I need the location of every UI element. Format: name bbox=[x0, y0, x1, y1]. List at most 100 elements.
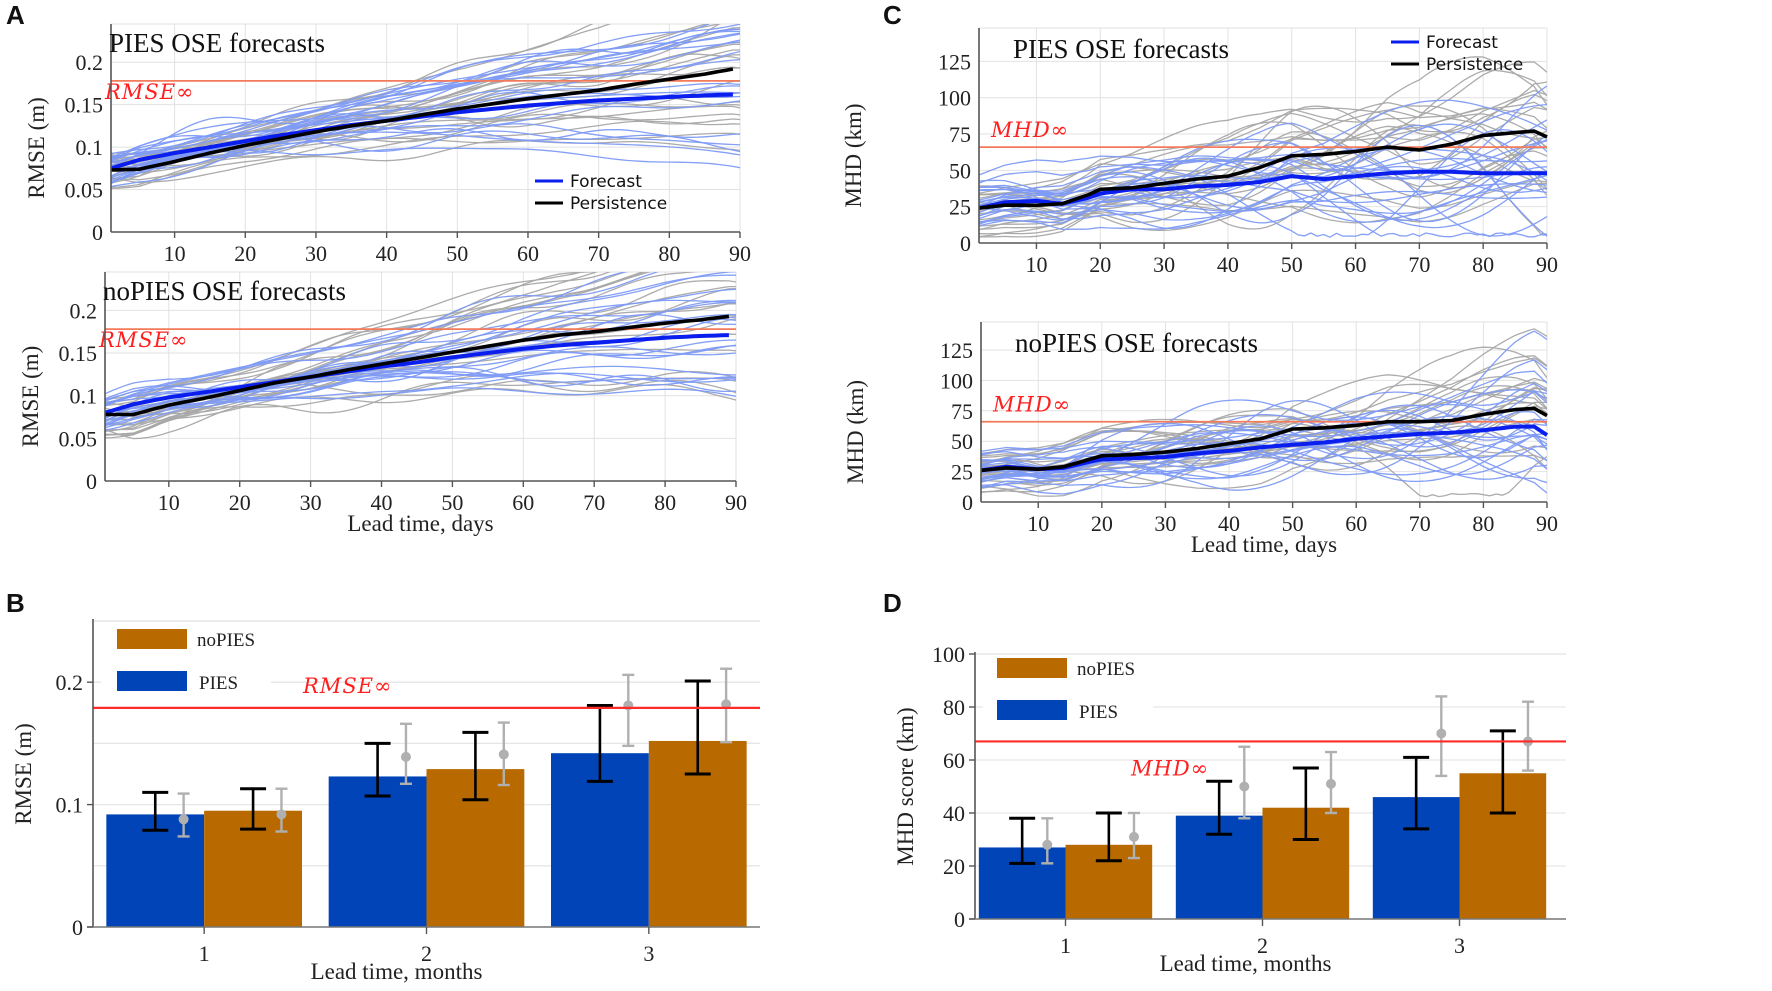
forecast-member-line bbox=[979, 165, 1547, 210]
forecast-member-line bbox=[979, 128, 1547, 238]
forecast-member-line bbox=[979, 178, 1547, 204]
persistence-member-line bbox=[979, 81, 1547, 199]
panel-letter-c: C bbox=[883, 0, 902, 30]
x-tick-label: 90 bbox=[1536, 511, 1558, 536]
chart-b: noPIES PIES RMSE∞ 0 0.1 0.2 1 2 3 RMSE (m) Lead ti… bbox=[11, 619, 760, 984]
y-tick-label: 100 bbox=[938, 86, 971, 111]
forecast-member-line bbox=[111, 82, 740, 162]
y-tick-label: 0 bbox=[960, 231, 971, 256]
chart-c-top: MHD∞ 10 20 30 40 50 60 70 80 90 0 25 50 75 100 125 MHD (… bbox=[841, 27, 1558, 277]
persistence-member-line bbox=[981, 401, 1547, 472]
panel-letter-b: B bbox=[6, 588, 25, 618]
chart-a-top: RMSE∞ 10 20 30 40 50 60 70 80 90 0 0.05 0.1 0.15 0.2 RM… bbox=[24, 23, 751, 266]
x-tick-label: 3 bbox=[643, 941, 654, 966]
persistence-member-line bbox=[105, 383, 736, 426]
y-tick-label: 0.15 bbox=[65, 93, 104, 118]
plot-title: PIES OSE forecasts bbox=[109, 28, 325, 58]
x-tick-label: 50 bbox=[441, 490, 463, 515]
x-tick-label: 2 bbox=[421, 941, 432, 966]
forecast-member-line bbox=[105, 387, 736, 427]
legend-label-pies: PIES bbox=[1079, 702, 1118, 723]
x-tick-label: 20 bbox=[1089, 252, 1111, 277]
persistence-mean-line bbox=[978, 129, 1548, 210]
y-tick-label: 0.15 bbox=[59, 341, 98, 366]
y-tick-label: 125 bbox=[940, 338, 973, 363]
x-tick-label: 70 bbox=[583, 490, 605, 515]
x-tick-label: 30 bbox=[300, 490, 322, 515]
x-tick-label: 60 bbox=[1345, 252, 1367, 277]
x-tick-label: 3 bbox=[1454, 933, 1465, 958]
forecast-member-line bbox=[979, 85, 1547, 205]
y-axis-label: MHD (km) bbox=[841, 103, 866, 207]
forecast-member-line bbox=[981, 434, 1547, 478]
x-tick-label: 30 bbox=[305, 241, 327, 266]
forecast-member-line bbox=[981, 370, 1547, 456]
forecast-member-line bbox=[111, 24, 711, 155]
legend-label-persistence: Persistence bbox=[570, 194, 667, 214]
saturation-label: RMSE∞ bbox=[302, 674, 393, 698]
persistence-member-line bbox=[979, 61, 1547, 196]
y-tick-label: 100 bbox=[940, 368, 973, 393]
x-tick-label: 30 bbox=[1154, 511, 1176, 536]
x-tick-label: 80 bbox=[1472, 252, 1494, 277]
persistence-member-line bbox=[111, 139, 740, 184]
y-tick-label: 0 bbox=[92, 220, 103, 245]
persistence-point bbox=[721, 699, 732, 710]
y-tick-label: 25 bbox=[951, 460, 973, 485]
pies-bar bbox=[106, 814, 205, 927]
x-tick-label: 1 bbox=[1060, 933, 1071, 958]
y-axis-label: RMSE (m) bbox=[24, 97, 49, 199]
y-tick-label: 0 bbox=[962, 490, 973, 515]
x-tick-label: 80 bbox=[654, 490, 676, 515]
saturation-label: RMSE∞ bbox=[98, 328, 189, 352]
forecast-member-line bbox=[979, 170, 1547, 229]
x-tick-label: 10 bbox=[158, 490, 180, 515]
persistence-point bbox=[400, 751, 411, 762]
y-tick-label: 75 bbox=[949, 122, 971, 147]
forecast-member-line bbox=[981, 416, 1547, 469]
forecast-member-line bbox=[111, 28, 740, 164]
y-tick-label: 0.2 bbox=[76, 50, 104, 75]
plot-title: noPIES OSE forecasts bbox=[1015, 328, 1258, 358]
persistence-point bbox=[498, 749, 509, 760]
x-tick-label: 50 bbox=[1282, 511, 1304, 536]
y-tick-label: 75 bbox=[951, 399, 973, 424]
x-tick-label: 20 bbox=[1091, 511, 1113, 536]
x-tick-label: 60 bbox=[517, 241, 539, 266]
forecast-member-line bbox=[981, 422, 1547, 494]
forecast-member-line bbox=[979, 123, 1547, 197]
legend-label-forecast: Forecast bbox=[570, 172, 642, 192]
legend-swatch-pies bbox=[117, 671, 187, 691]
forecast-member-line bbox=[111, 130, 740, 171]
y-tick-label: 25 bbox=[949, 195, 971, 220]
y-tick-label: 80 bbox=[943, 695, 965, 720]
y-tick-label: 40 bbox=[943, 801, 965, 826]
persistence-point bbox=[1042, 839, 1053, 850]
persistence-member-line bbox=[105, 285, 736, 436]
saturation-label: RMSE∞ bbox=[104, 80, 195, 104]
x-tick-label: 90 bbox=[729, 241, 751, 266]
persistence-point bbox=[178, 814, 189, 825]
y-tick-label: 0.2 bbox=[70, 298, 98, 323]
persistence-point bbox=[1128, 831, 1139, 842]
forecast-mean-line bbox=[104, 333, 729, 415]
legend-label-nopies: noPIES bbox=[1077, 659, 1135, 680]
x-tick-label: 40 bbox=[376, 241, 398, 266]
y-tick-label: 20 bbox=[943, 854, 965, 879]
legend-label-pies: PIES bbox=[199, 673, 238, 694]
persistence-member-line bbox=[979, 106, 1547, 201]
x-tick-label: 90 bbox=[725, 490, 747, 515]
x-tick-label: 70 bbox=[588, 241, 610, 266]
legend: noPIES PIES bbox=[983, 656, 1153, 723]
plot-title: noPIES OSE forecasts bbox=[103, 276, 346, 306]
x-tick-label: 70 bbox=[1409, 511, 1431, 536]
chart-a-bottom: RMSE∞ 10 20 30 40 50 60 70 80 90 0 0.05 0.1 0.15 0.2 RM… bbox=[18, 271, 747, 536]
forecast-member-line bbox=[981, 399, 1547, 489]
y-tick-label: 50 bbox=[949, 158, 971, 183]
y-tick-label: 0 bbox=[86, 469, 97, 494]
legend-label-nopies: noPIES bbox=[197, 630, 255, 651]
persistence-point bbox=[1436, 728, 1447, 739]
saturation-label: MHD∞ bbox=[1130, 756, 1209, 780]
x-tick-label: 30 bbox=[1153, 252, 1175, 277]
